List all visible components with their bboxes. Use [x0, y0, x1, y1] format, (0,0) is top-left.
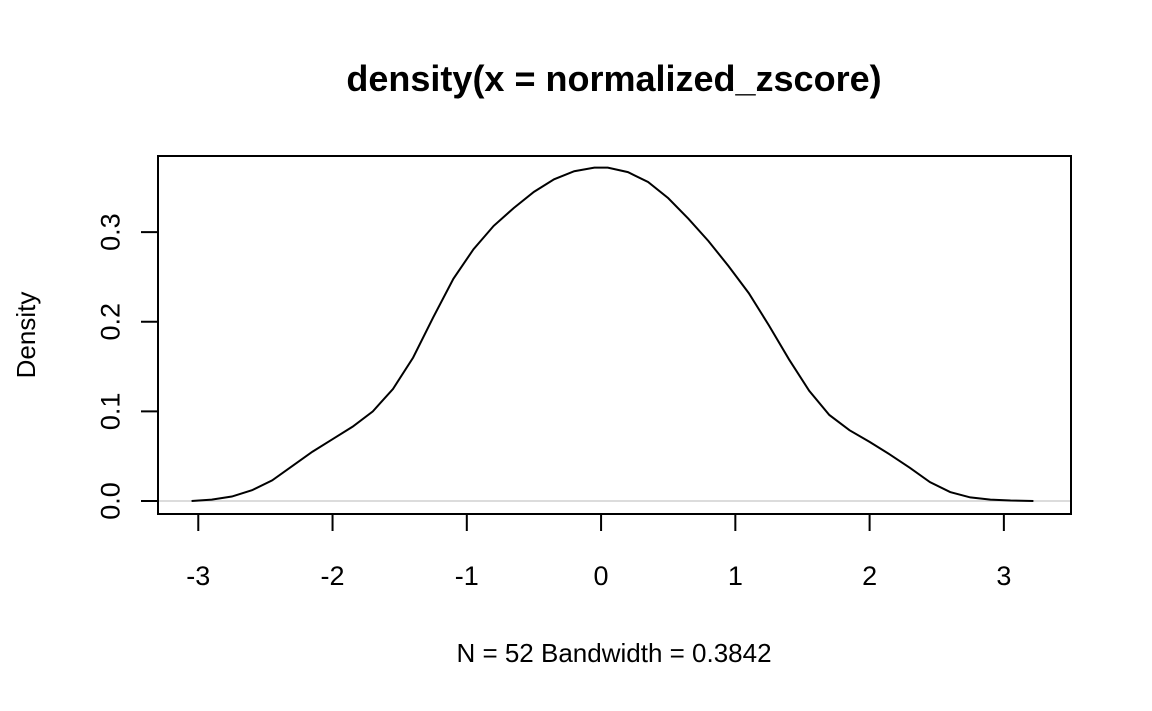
x-tick-label: 3: [996, 561, 1011, 591]
plot-area: [157, 155, 1072, 515]
plot-frame: [157, 155, 1072, 515]
x-axis-label: N = 52 Bandwidth = 0.3842: [456, 638, 771, 668]
x-tick-label: -2: [321, 561, 345, 591]
x-tick-label: 1: [728, 561, 743, 591]
x-tick-label: -1: [455, 561, 479, 591]
y-tick-label: 0.3: [95, 213, 125, 251]
y-tick-label: 0.0: [95, 482, 125, 520]
x-tick-label: 0: [594, 561, 609, 591]
y-axis-label: Density: [11, 292, 41, 379]
x-tick-label: -3: [186, 561, 210, 591]
x-tick-label: 2: [862, 561, 877, 591]
y-tick-label: 0.2: [95, 303, 125, 341]
chart-title: density(x = normalized_zscore): [346, 58, 881, 99]
y-axis: 0.0 0.1 0.2 0.3: [95, 213, 159, 520]
density-curve: [191, 166, 1034, 503]
x-axis: -3 -2 -1 0 1 2 3: [186, 513, 1011, 591]
y-tick-label: 0.1: [95, 393, 125, 431]
